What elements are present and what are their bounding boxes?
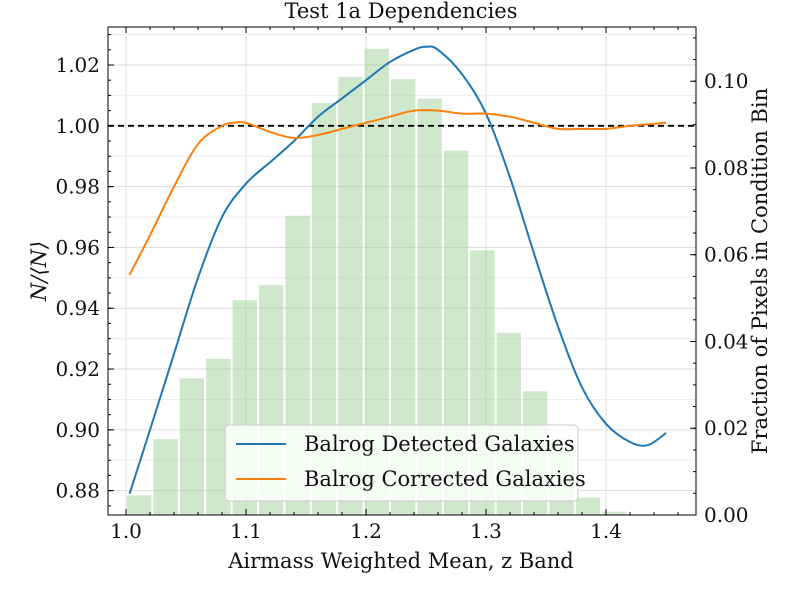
chart-title: Test 1a Dependencies xyxy=(285,0,518,23)
histogram-bar xyxy=(602,511,627,515)
y-axis-label: N/⟨N⟩ xyxy=(27,241,51,302)
y-right-tick-label: 0.08 xyxy=(704,156,749,180)
y-right-tick-label: 0.00 xyxy=(704,503,749,527)
histogram-bar xyxy=(153,439,178,515)
y-tick-label: 0.92 xyxy=(55,357,100,381)
axes-layer xyxy=(107,26,697,516)
y-right-tick-label: 0.10 xyxy=(704,69,749,93)
y-tick-label: 0.90 xyxy=(55,418,100,442)
y-axis-label-right: Fraction of Pixels in Condition Bin xyxy=(748,88,772,454)
x-tick-label: 1.4 xyxy=(590,519,622,543)
histogram-bar xyxy=(179,378,205,515)
x-tick-label: 1.2 xyxy=(350,519,382,543)
legend: Balrog Detected Galaxies Balrog Correcte… xyxy=(224,424,586,502)
x-tick-label: 1.3 xyxy=(470,519,502,543)
series-layer xyxy=(128,45,667,495)
histogram-bar xyxy=(127,495,152,515)
legend-label-detected: Balrog Detected Galaxies xyxy=(304,432,575,456)
plot-frame xyxy=(107,26,697,516)
y-tick-label: 1.02 xyxy=(55,53,100,77)
histogram-bar xyxy=(575,497,601,515)
y-tick-label: 1.00 xyxy=(55,114,100,138)
x-axis-label: Airmass Weighted Mean, z Band xyxy=(227,549,574,573)
x-tick-label: 1.0 xyxy=(110,519,142,543)
legend-label-corrected: Balrog Corrected Galaxies xyxy=(304,467,586,491)
ticks-layer: 1.0 1.1 1.2 1.3 1.4 0.88 0.90 0.92 0.94 0.96 0.98 1… xyxy=(55,27,749,543)
series-line-detected xyxy=(128,45,667,495)
y-right-tick-label: 0.04 xyxy=(704,329,749,353)
legend-box xyxy=(224,424,579,502)
y-tick-label: 0.98 xyxy=(55,175,100,199)
x-tick-label: 1.1 xyxy=(230,519,262,543)
y-tick-label: 0.88 xyxy=(55,479,100,503)
y-tick-label: 0.94 xyxy=(55,296,100,320)
y-right-tick-label: 0.02 xyxy=(704,416,749,440)
y-right-tick-label: 0.06 xyxy=(704,243,749,267)
series-line-corrected xyxy=(128,109,667,276)
y-tick-label: 0.96 xyxy=(55,235,100,259)
